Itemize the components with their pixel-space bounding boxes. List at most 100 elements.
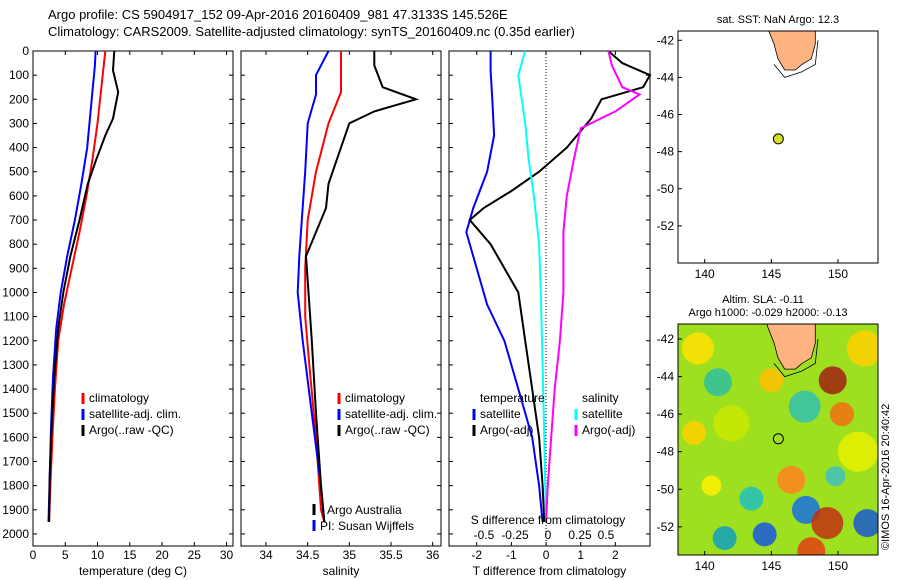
series-line-argo-raw-qc- bbox=[304, 51, 420, 522]
y-tick-label: 800 bbox=[9, 237, 29, 251]
sla-anomaly-blob bbox=[682, 420, 706, 445]
sla-map-subtitle: Argo h1000: -0.029 h2000: -0.13 bbox=[688, 307, 847, 319]
sst-map-panel: -42 -44 -46 -48 -50 -52 140 145 150 sat. SST: NaN… bbox=[657, 14, 879, 281]
x-tick-label: 20 bbox=[155, 548, 169, 562]
annotation-line: Argo Australia bbox=[327, 503, 402, 517]
map-x-tick-label: 145 bbox=[761, 267, 781, 281]
y-tick-label: 600 bbox=[9, 189, 29, 203]
y-tick-label: 500 bbox=[9, 165, 29, 179]
sla-anomaly-blob bbox=[846, 330, 878, 367]
x-tick-label: 34.5 bbox=[296, 548, 320, 562]
sla-anomaly-blob bbox=[825, 466, 846, 487]
y-tick-label: 100 bbox=[9, 68, 29, 82]
series-line-satellite-adj-clim- bbox=[296, 50, 330, 522]
series-line-climatology bbox=[48, 50, 107, 522]
legend-salinity-label: satellite bbox=[582, 407, 623, 421]
difference-panel: -2 -1 0 1 2 T difference from climatology temp… bbox=[448, 50, 652, 578]
series-line-temperature-argo-adj- bbox=[468, 50, 652, 522]
plot-frame bbox=[240, 50, 442, 547]
y-tick-label: 400 bbox=[9, 141, 29, 155]
map-x-tick-label: 150 bbox=[828, 559, 848, 573]
sla-anomaly-blob bbox=[777, 465, 806, 494]
y-tick-label: 1000 bbox=[2, 285, 29, 299]
map-y-tick-label: -46 bbox=[657, 108, 675, 122]
y-tick-label: 1400 bbox=[2, 382, 29, 396]
legend-label: climatology bbox=[89, 391, 149, 405]
y-tick-label: 1500 bbox=[2, 406, 29, 420]
sla-anomaly-blob bbox=[838, 431, 878, 472]
sla-map-title: Altim. SLA: -0.11 bbox=[722, 294, 804, 306]
x-tick-label: 0 bbox=[543, 548, 550, 562]
x-tick-label: 34 bbox=[259, 548, 273, 562]
map-x-tick-label: 150 bbox=[828, 267, 848, 281]
shelf-contour bbox=[773, 40, 819, 78]
map-x-tick-label: 140 bbox=[695, 267, 715, 281]
sla-anomaly-blob bbox=[712, 526, 737, 551]
map-x-tick-label: 140 bbox=[695, 559, 715, 573]
legend-salinity-label: Argo(-adj) bbox=[582, 423, 635, 437]
series-line-temperature-satellite bbox=[465, 51, 544, 522]
sla-anomaly-blob bbox=[713, 405, 750, 442]
legend-temperature-label: Argo(-adj) bbox=[480, 423, 533, 437]
map-y-tick-label: -48 bbox=[657, 445, 675, 459]
series-line-argo-raw-qc- bbox=[48, 50, 120, 522]
y-tick-label: 1700 bbox=[2, 454, 29, 468]
sla-anomaly-blob bbox=[701, 475, 722, 496]
y-tick-label: 0 bbox=[22, 44, 29, 58]
y-tick-label: 700 bbox=[9, 213, 29, 227]
x-tick-label: 10 bbox=[91, 548, 105, 562]
sla-anomaly-blob bbox=[830, 402, 854, 427]
top-tick-label: -0.5 bbox=[474, 528, 495, 542]
sla-map-panel: -42 -44 -46 -48 -50 -52 140 145 150 Altim. SLA: -… bbox=[657, 294, 892, 573]
map-y-tick-label: -52 bbox=[657, 520, 675, 534]
map-background bbox=[678, 31, 878, 263]
x-tick-label: 0 bbox=[30, 548, 37, 562]
x-tick-label: 1 bbox=[577, 548, 584, 562]
map-y-tick-label: -46 bbox=[657, 407, 675, 421]
legend-label: satellite-adj. clim. bbox=[345, 407, 437, 421]
sst-map-title: sat. SST: NaN Argo: 12.3 bbox=[717, 14, 839, 26]
x-tick-label: -2 bbox=[471, 548, 482, 562]
y-tick-label: 900 bbox=[9, 261, 29, 275]
y-tick-label: 1600 bbox=[2, 430, 29, 444]
shelf-contour bbox=[773, 338, 819, 378]
sla-anomaly-blob bbox=[818, 366, 847, 395]
top-tick-label: -0.25 bbox=[501, 528, 529, 542]
map-y-tick-label: -52 bbox=[657, 219, 675, 233]
x-tick-label: 35 bbox=[343, 548, 357, 562]
legend-label: climatology bbox=[345, 391, 405, 405]
legend-temperature-label: satellite bbox=[480, 407, 521, 421]
map-frame bbox=[677, 30, 879, 264]
x-tick-label: 30 bbox=[220, 548, 234, 562]
map-y-tick-label: -44 bbox=[657, 370, 675, 384]
map-body bbox=[678, 324, 878, 555]
map-body bbox=[678, 31, 878, 263]
tasmania-land bbox=[766, 324, 816, 370]
sla-anomaly-blob bbox=[759, 368, 784, 393]
legend-label: satellite-adj. clim. bbox=[89, 407, 181, 421]
top-axis-label: S difference from climatology bbox=[471, 513, 626, 527]
series-line-salinity-satellite bbox=[517, 50, 547, 522]
x-axis-label: T difference from climatology bbox=[473, 564, 627, 578]
sla-anomaly-blob bbox=[739, 486, 764, 511]
y-tick-label: 1100 bbox=[3, 310, 29, 324]
imos-credit: ©IMOS 16-Apr-2016 20:40:42 bbox=[880, 404, 892, 550]
y-tick-label: 200 bbox=[9, 92, 29, 106]
legend-label: Argo(..raw -QC) bbox=[89, 423, 174, 437]
plot-frame bbox=[32, 50, 234, 547]
top-tick-label: 0 bbox=[545, 528, 552, 542]
map-y-tick-label: -48 bbox=[657, 145, 675, 159]
x-tick-label: 36 bbox=[426, 548, 440, 562]
map-y-tick-label: -44 bbox=[657, 70, 675, 84]
map-frame bbox=[677, 323, 879, 556]
map-y-tick-label: -42 bbox=[657, 33, 675, 47]
x-axis-label: temperature (deg C) bbox=[79, 564, 187, 578]
header-line-2: Climatology: CARS2009. Satellite-adjuste… bbox=[48, 24, 575, 39]
temperature-panel: 0100200300400500600700800900100011001200… bbox=[2, 44, 233, 578]
y-tick-label: 1800 bbox=[2, 479, 29, 493]
x-tick-label: 5 bbox=[62, 548, 69, 562]
sla-anomaly-blob bbox=[797, 537, 826, 555]
legend-label: Argo(..raw -QC) bbox=[345, 423, 430, 437]
y-tick-label: 300 bbox=[9, 116, 29, 130]
